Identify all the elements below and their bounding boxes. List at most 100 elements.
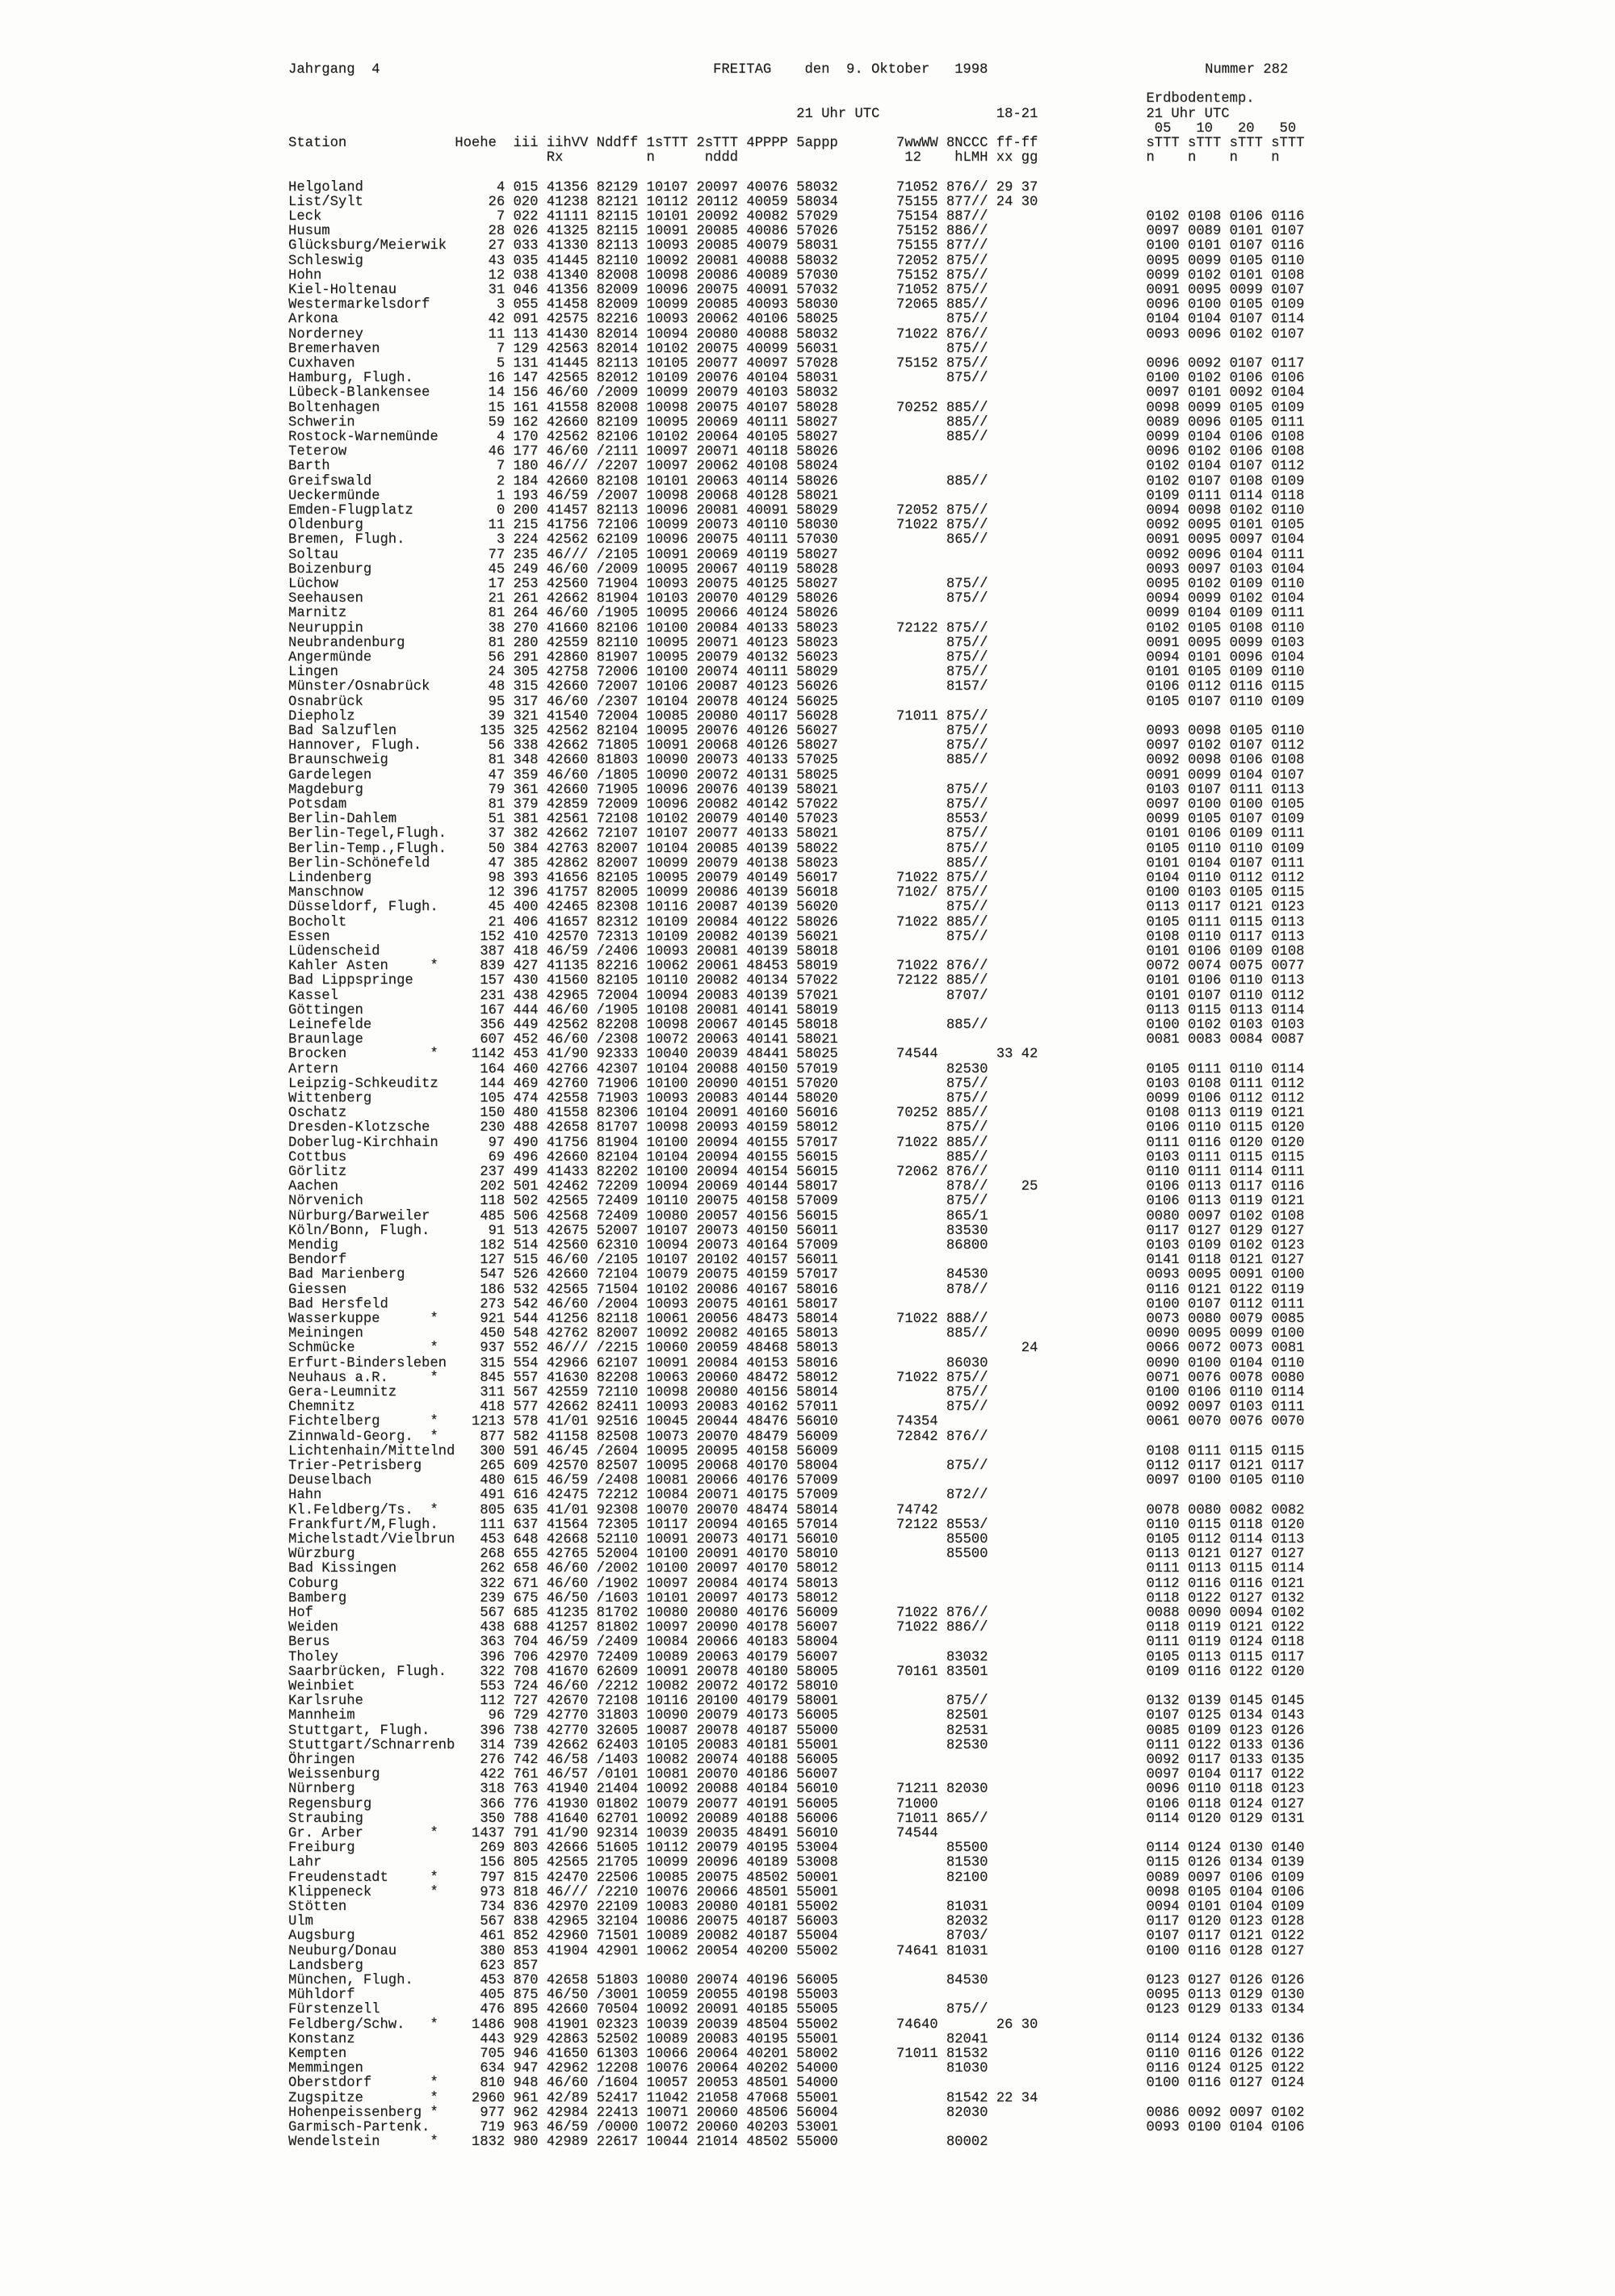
station-row: Nörvenich 118 502 42565 72409 10110 2007…: [288, 1194, 1305, 1210]
station-row: Neubrandenburg 81 280 42559 82110 10095 …: [288, 635, 1305, 651]
station-row: Diepholz 39 321 41540 72004 10085 20080 …: [288, 708, 988, 724]
station-row: Fürstenzell 476 895 42660 70504 10092 20…: [288, 2002, 1305, 2018]
station-row: Weinbiet 553 724 46/60 /2212 10082 20072…: [288, 1679, 838, 1694]
soil-temp-title: Erdbodentemp.: [288, 91, 1255, 107]
station-row: Mühldorf 405 875 46/50 /3001 10059 20055…: [288, 1987, 1305, 2004]
station-row: Gera-Leumnitz 311 567 42559 72110 10098 …: [288, 1385, 1305, 1400]
station-row: Saarbrücken, Flugh. 322 708 41670 62609 …: [288, 1664, 1305, 1680]
station-row: Lüdenscheid 387 418 46/59 /2406 10093 20…: [288, 944, 1305, 959]
station-row: Coburg 322 671 46/60 /1902 10097 20084 4…: [288, 1576, 1305, 1592]
station-row: Oberstdorf * 810 948 46/60 /1604 10057 2…: [288, 2076, 1305, 2092]
column-headers: Station Hoehe iii iihVV Nddff 1sTTT 2sTT…: [288, 136, 1305, 151]
station-row: Ueckermünde 1 193 46/59 /2007 10098 2006…: [288, 488, 1305, 504]
station-row: Leck 7 022 41111 82115 10101 20092 40082…: [288, 209, 1305, 225]
station-row: Stötten 734 836 42970 22109 10083 20080 …: [288, 1899, 1305, 1915]
station-row: Bamberg 239 675 46/50 /1603 10101 20097 …: [288, 1590, 1305, 1606]
station-row: Leipzig-Schkeuditz 144 469 42760 71906 1…: [288, 1076, 1305, 1092]
station-row: Konstanz 443 929 42863 52502 10089 20083…: [288, 2031, 1305, 2047]
station-row: Hof 567 685 41235 81702 10080 20080 4017…: [288, 1606, 1305, 1621]
station-row: Hahn 491 616 42475 72212 10084 20071 401…: [288, 1488, 988, 1504]
station-row: Lingen 24 305 42758 72006 10100 20074 40…: [288, 665, 1305, 681]
station-row: Magdeburg 79 361 42660 71905 10096 20076…: [288, 782, 1305, 798]
station-row: Göttingen 167 444 46/60 /1905 10108 2008…: [288, 1002, 1305, 1018]
station-row: Bad Marienberg 547 526 42660 72104 10079…: [288, 1267, 1305, 1283]
station-row: Deuselbach 480 615 46/59 /2408 10081 200…: [288, 1473, 1305, 1489]
station-row: Greifswald 2 184 42660 82108 10101 20063…: [288, 473, 1305, 489]
station-row: Neuhaus a.R. * 845 557 41630 82208 10063…: [288, 1370, 1305, 1386]
station-row: Berlin-Tegel,Flugh. 37 382 42662 72107 1…: [288, 826, 1305, 842]
station-row: Lübeck-Blankensee 14 156 46/60 /2009 100…: [288, 385, 1305, 401]
station-row: Glücksburg/Meierwik 27 033 41330 82113 1…: [288, 238, 1305, 254]
station-row: Lahr 156 805 42565 21705 10099 20096 401…: [288, 1855, 1305, 1871]
station-row: Essen 152 410 42570 72313 10109 20082 40…: [288, 929, 1305, 945]
station-row: Mannheim 96 729 42770 31803 10090 20079 …: [288, 1708, 1305, 1724]
station-row: Michelstadt/Vielbrun 453 648 42668 52110…: [288, 1532, 1305, 1547]
station-row: Bad Hersfeld 273 542 46/60 /2004 10093 2…: [288, 1296, 1305, 1312]
station-row: Brocken * 1142 453 41/90 92333 10040 200…: [288, 1047, 1038, 1063]
station-row: Arkona 42 091 42575 82216 10093 20062 40…: [288, 312, 1305, 328]
station-row: Kiel-Holtenau 31 046 41356 82009 10096 2…: [288, 283, 1305, 298]
station-row: Soltau 77 235 46/// /2105 10091 20069 40…: [288, 547, 1305, 563]
station-row: Düsseldorf, Flugh. 45 400 42465 82308 10…: [288, 900, 1305, 916]
station-row: Aachen 202 501 42462 72209 10094 20069 4…: [288, 1179, 1305, 1195]
station-row: Norderney 11 113 41430 82014 10094 20080…: [288, 326, 1305, 342]
station-row: Stuttgart, Flugh. 396 738 42770 32605 10…: [288, 1723, 1305, 1739]
masthead: Jahrgang 4 FREITAG den 9. Oktober 1998 N…: [288, 62, 1288, 136]
station-row: Lüchow 17 253 42560 71904 10093 20075 40…: [288, 577, 1305, 592]
station-row: Trier-Petrisberg 265 609 42570 82507 100…: [288, 1459, 1305, 1474]
station-row: Memmingen 634 947 42962 12208 10076 2006…: [288, 2061, 1305, 2077]
station-row: Teterow 46 177 46/60 /2111 10097 20071 4…: [288, 444, 1305, 460]
station-row: Husum 28 026 41325 82115 10091 20085 400…: [288, 224, 1305, 240]
station-row: Angermünde 56 291 42860 81907 10095 2007…: [288, 650, 1305, 665]
station-row: Berlin-Schönefeld 47 385 42862 82007 100…: [288, 855, 1305, 871]
station-row: Bremen, Flugh. 3 224 42562 62109 10096 2…: [288, 532, 1305, 548]
station-row: Freiburg 269 803 42666 51605 10112 20079…: [288, 1841, 1305, 1857]
station-row: Oldenburg 11 215 41756 72106 10099 20073…: [288, 518, 1305, 534]
station-row: Bad Salzuflen 135 325 42562 82104 10095 …: [288, 724, 1305, 739]
station-row: Dresden-Klotzsche 230 488 42658 81707 10…: [288, 1120, 1305, 1136]
station-row: Schleswig 43 035 41445 82110 10092 20081…: [288, 253, 1305, 269]
station-row: Bocholt 21 406 41657 82312 10109 20084 4…: [288, 914, 1305, 930]
station-row: Mendig 182 514 42560 62310 10094 20073 4…: [288, 1238, 1305, 1253]
station-row: Garmisch-Partenk. 719 963 46/59 /0000 10…: [288, 2120, 1305, 2135]
station-row: Kempten 705 946 41650 61303 10066 20064 …: [288, 2046, 1305, 2062]
station-row: München, Flugh. 453 870 42658 51803 1008…: [288, 1973, 1305, 1988]
station-row: Zinnwald-Georg. * 877 582 41158 82508 10…: [288, 1429, 988, 1445]
station-row: Fichtelberg * 1213 578 41/01 92516 10045…: [288, 1414, 1305, 1430]
station-row: Nürburg/Barweiler 485 506 42568 72409 10…: [288, 1208, 1305, 1224]
station-row: Würzburg 268 655 42765 52004 10100 20091…: [288, 1547, 1305, 1563]
station-row: Schmücke * 937 552 46/// /2215 10060 200…: [288, 1341, 1305, 1357]
station-row: Straubing 350 788 41640 62701 10092 2008…: [288, 1811, 1305, 1827]
station-row: Hohenpeissenberg * 977 962 42984 22413 1…: [288, 2105, 1305, 2121]
station-row: Hannover, Flugh. 56 338 42662 71805 1009…: [288, 738, 1305, 754]
station-row: Cuxhaven 5 131 41445 82113 10105 20077 4…: [288, 356, 1305, 371]
station-row: Hamburg, Flugh. 16 147 42565 82012 10109…: [288, 371, 1305, 387]
station-row: Köln/Bonn, Flugh. 91 513 42675 52007 101…: [288, 1223, 1305, 1239]
station-row: Berlin-Temp.,Flugh. 50 384 42763 82007 1…: [288, 841, 1305, 857]
station-row: Artern 164 460 42766 42307 10104 20088 4…: [288, 1061, 1305, 1077]
station-row: Landsberg 623 857: [288, 1958, 539, 1974]
station-row: List/Sylt 26 020 41238 82121 10112 20112…: [288, 194, 1038, 210]
station-row: Ulm 567 838 42965 32104 10086 20075 4018…: [288, 1914, 1305, 1930]
station-row: Braunlage 607 452 46/60 /2308 10072 2006…: [288, 1032, 1305, 1048]
issue-number: Nummer 282: [1205, 62, 1289, 78]
issue-date: FREITAG den 9. Oktober 1998: [713, 62, 988, 78]
station-row: Neuruppin 38 270 41660 82106 10100 20084…: [288, 620, 1305, 636]
station-row: Leinefelde 356 449 42562 82208 10098 200…: [288, 1018, 1305, 1033]
station-row: Frankfurt/M,Flugh. 111 637 41564 72305 1…: [288, 1517, 1305, 1533]
station-row: Lichtenhain/Mittelnd 300 591 46/45 /2604…: [288, 1443, 1305, 1459]
station-row: Kassel 231 438 42965 72004 10094 20083 4…: [288, 988, 1305, 1004]
station-row: Zugspitze * 2960 961 42/89 52417 11042 2…: [288, 2090, 1038, 2106]
station-row: Potsdam 81 379 42859 72009 10096 20082 4…: [288, 797, 1305, 812]
station-row: Görlitz 237 499 41433 82202 10100 20094 …: [288, 1165, 1305, 1180]
station-row: Giessen 186 532 42565 71504 10102 20086 …: [288, 1282, 1305, 1298]
station-row: Braunschweig 81 348 42660 81803 10090 20…: [288, 753, 1305, 769]
station-row: Berlin-Dahlem 51 381 42561 72108 10102 2…: [288, 812, 1305, 828]
station-row: Meiningen 450 548 42762 82007 10092 2008…: [288, 1326, 1305, 1342]
station-row: Neuburg/Donau 380 853 41904 42901 10062 …: [288, 1943, 1305, 1959]
observation-times: 21 Uhr UTC 18-21 21 Uhr UTC: [288, 106, 1230, 122]
station-row: Wendelstein * 1832 980 42989 22617 10044…: [288, 2134, 988, 2151]
station-row: Regensburg 366 776 41930 01802 10079 200…: [288, 1796, 1305, 1812]
station-row: Hohn 12 038 41340 82008 10098 20086 4008…: [288, 267, 1305, 283]
